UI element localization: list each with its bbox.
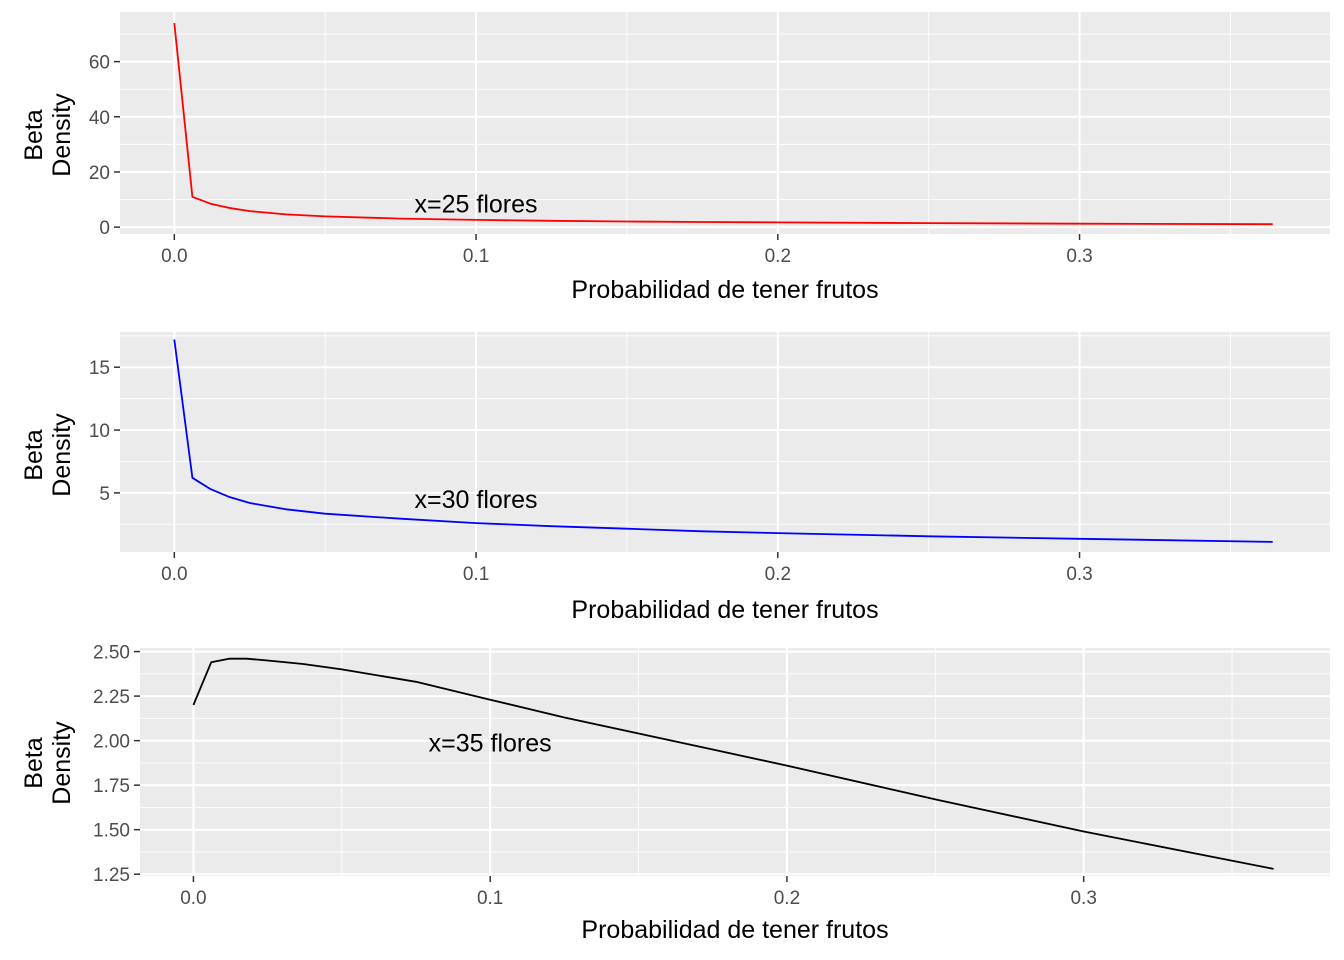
y-tick-label: 60 bbox=[89, 53, 110, 74]
y-axis-title-line: Density bbox=[48, 721, 76, 805]
x-tick-label: 0.0 bbox=[161, 564, 187, 585]
x-tick-label: 0.1 bbox=[463, 564, 489, 585]
x-tick-label: 0.2 bbox=[765, 246, 791, 267]
y-tick-label: 40 bbox=[89, 108, 110, 129]
y-axis-title-line: Density bbox=[48, 413, 76, 497]
x-tick-label: 0.3 bbox=[1066, 564, 1092, 585]
x-tick-label: 0.2 bbox=[774, 888, 800, 909]
panel-background bbox=[120, 332, 1330, 552]
y-axis-title-line: Density bbox=[48, 93, 76, 177]
y-tick-label: 2.50 bbox=[93, 643, 130, 664]
y-tick-label: 10 bbox=[89, 421, 110, 442]
x-axis-title: Probabilidad de tener frutos bbox=[581, 916, 888, 944]
x-tick-label: 0.3 bbox=[1070, 888, 1096, 909]
x-axis-title: Probabilidad de tener frutos bbox=[571, 596, 878, 624]
density-line bbox=[173, 339, 1273, 543]
panel-3: 0.0 0.1 0.2 0.3 1.25 1.50 1.75 2.00 2.25 2.50 x=35… bbox=[20, 643, 1330, 944]
y-tick-label: 20 bbox=[89, 163, 110, 184]
x-axis-title: Probabilidad de tener frutos bbox=[571, 276, 878, 304]
y-tick-label: 2.25 bbox=[93, 687, 130, 708]
annotation-label: x=25 flores bbox=[415, 191, 538, 219]
x-tick-label: 0.2 bbox=[765, 564, 791, 585]
y-axis-title-line: Beta bbox=[20, 429, 48, 481]
panel-background bbox=[140, 648, 1330, 876]
y-axis-title: BetaDensity bbox=[20, 721, 76, 805]
x-tick-label: 0.0 bbox=[180, 888, 206, 909]
y-tick-label: 1.50 bbox=[93, 821, 130, 842]
density-line bbox=[192, 657, 1274, 870]
y-tick-label: 1.25 bbox=[93, 865, 130, 886]
x-tick-label: 0.1 bbox=[463, 246, 489, 267]
y-tick-label: 5 bbox=[99, 484, 110, 505]
density-line bbox=[173, 22, 1273, 226]
x-tick-label: 0.3 bbox=[1066, 246, 1092, 267]
y-tick-label: 15 bbox=[89, 358, 110, 379]
y-tick-label: 1.75 bbox=[93, 776, 130, 797]
y-axis-title-line: Beta bbox=[20, 109, 48, 161]
x-tick-label: 0.0 bbox=[161, 246, 187, 267]
panel-1: 0.0 0.1 0.2 0.3 0 20 40 60 x=25 flores Probabilid… bbox=[20, 12, 1330, 304]
x-tick-label: 0.1 bbox=[477, 888, 503, 909]
annotation-label: x=30 flores bbox=[415, 486, 538, 514]
y-tick-label: 2.00 bbox=[93, 732, 130, 753]
y-axis-title: BetaDensity bbox=[20, 413, 76, 497]
panel-background bbox=[120, 12, 1330, 234]
y-tick-label: 0 bbox=[99, 218, 110, 239]
panel-2: 0.0 0.1 0.2 0.3 5 10 15 x=30 flores Probabilidad… bbox=[20, 332, 1330, 624]
y-axis-title-line: Beta bbox=[20, 737, 48, 789]
y-axis-title: BetaDensity bbox=[20, 93, 76, 177]
annotation-label: x=35 flores bbox=[429, 729, 552, 757]
